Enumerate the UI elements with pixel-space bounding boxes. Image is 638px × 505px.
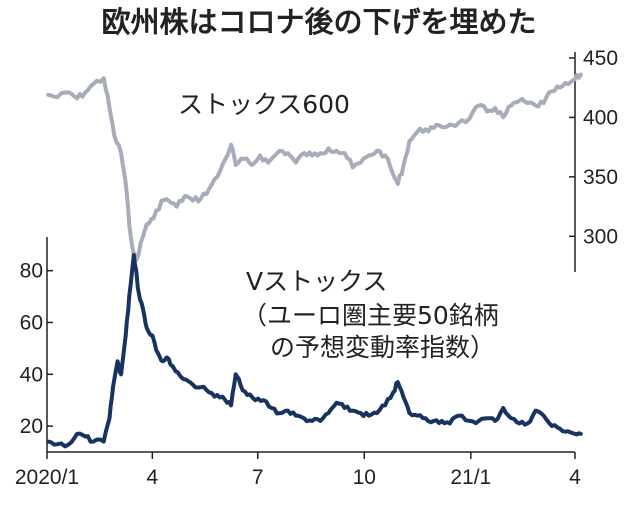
left-y-tick-label: 40 <box>20 363 43 386</box>
series-label-vstoxx-desc-1: （ユーロ圏主要50銘柄 <box>242 301 499 330</box>
right-y-tick-label: 350 <box>583 166 618 189</box>
left-y-tick-label: 20 <box>20 415 43 438</box>
left-y-tick-label: 80 <box>20 260 43 283</box>
series-lines <box>46 72 583 449</box>
vstoxx-line <box>46 253 583 449</box>
right-y-tick-label: 450 <box>583 47 618 70</box>
series-label-vstoxx: Vストックス <box>246 267 387 296</box>
chart-title: 欧州株はコロナ後の下げを埋めた <box>101 5 536 39</box>
right-y-tick-label: 300 <box>583 225 618 248</box>
axes <box>46 52 576 453</box>
series-label-vstoxx-desc-2: の予想変動率指数） <box>270 333 495 362</box>
x-tick-label: 4 <box>569 466 581 489</box>
left-y-tick-label: 60 <box>20 311 43 334</box>
series-label-stoxx600: ストックス600 <box>178 90 350 119</box>
right-y-tick-label: 400 <box>583 106 618 129</box>
x-tick-label: 7 <box>252 466 264 489</box>
x-tick-label: 10 <box>353 466 376 489</box>
x-tick-label: 4 <box>147 466 159 489</box>
x-tick-label: 2020/1 <box>15 466 79 489</box>
stoxx600-line <box>46 72 583 263</box>
x-tick-label: 21/1 <box>450 466 491 489</box>
ticks: 2020/1 4 7 10 21/1 4 20 40 60 80 300 350 400 450 <box>15 47 618 489</box>
